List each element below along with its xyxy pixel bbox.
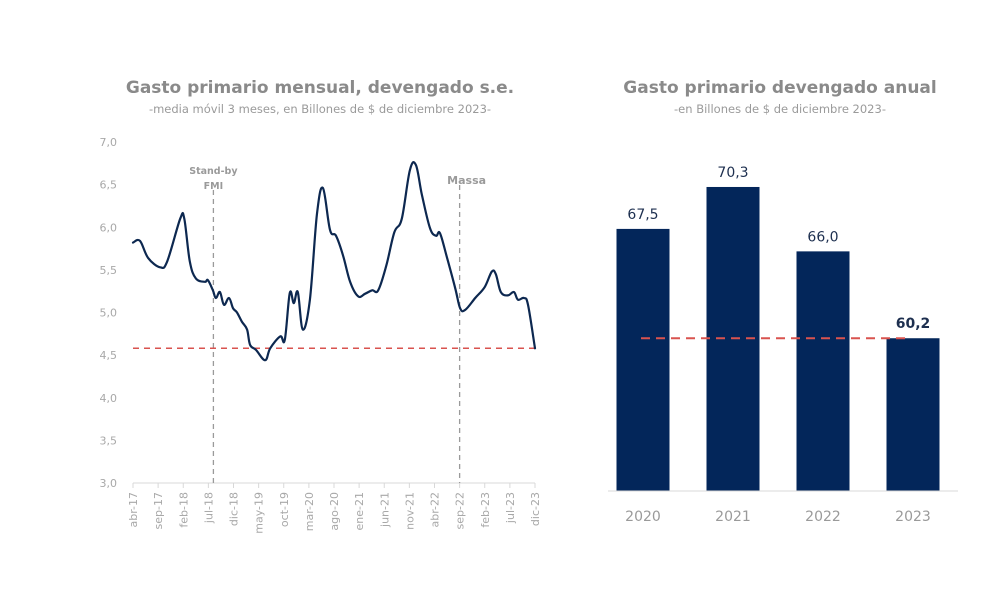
line-chart: 3,0 3,5 4,0 4,5 5,0 5,5 6,0 6,5 7,0 Stand-by FMI M…	[100, 136, 543, 534]
y-tick-label: 6,0	[100, 221, 118, 234]
y-tick-label: 6,5	[100, 179, 118, 192]
x-tick-label: 2022	[805, 509, 841, 525]
y-tick-label: 5,0	[100, 307, 118, 320]
x-tick-label: jun-21	[378, 492, 391, 528]
x-tick-label: dic-23	[529, 492, 542, 526]
x-tick-label: nov-21	[403, 492, 416, 530]
x-tick-label: sep-22	[454, 492, 467, 529]
x-tick-label: sep-17	[152, 492, 165, 529]
bar-chart-title: Gasto primario devengado anual	[623, 78, 937, 98]
y-tick-label: 7,0	[100, 136, 118, 149]
x-tick-label: dic-18	[228, 492, 241, 526]
line-chart-subtitle: -media móvil 3 meses, en Billones de $ d…	[148, 102, 492, 116]
series-line	[131, 161, 537, 362]
x-tick-label: may-19	[253, 492, 266, 534]
bar-value-label: 60,2	[896, 316, 931, 332]
y-tick-label: 3,5	[100, 434, 118, 447]
y-tick-label: 5,5	[100, 264, 118, 277]
x-tick-label: mar-20	[303, 492, 316, 531]
annotation-label: Stand-by	[189, 166, 238, 177]
x-tick-label: ago-20	[328, 492, 341, 531]
x-tick-label: jul-23	[504, 492, 517, 524]
x-tick-label: 2020	[625, 509, 661, 525]
bar-value-label: 67,5	[627, 207, 658, 223]
x-tick-label: abr-17	[127, 492, 140, 528]
bar	[796, 251, 850, 491]
x-tick-label: jul-18	[202, 492, 215, 524]
bar-value-label: 70,3	[717, 165, 748, 181]
bar-chart-subtitle: -en Billones de $ de diciembre 2023-	[674, 102, 886, 116]
x-tick-label: oct-19	[278, 492, 291, 527]
x-tick-label: 2023	[895, 509, 931, 525]
line-chart-title: Gasto primario mensual, devengado s.e.	[125, 78, 515, 98]
annotation-label: FMI	[204, 181, 223, 192]
x-tick-label: abr-22	[429, 492, 442, 528]
y-tick-label: 4,0	[100, 392, 118, 405]
x-tick-label: 2021	[715, 509, 751, 525]
x-tick-label: ene-21	[353, 492, 366, 530]
x-tick-label: feb-23	[479, 492, 492, 528]
bar	[616, 228, 670, 491]
bar	[886, 338, 940, 491]
annotation-label: Massa	[447, 174, 486, 187]
y-tick-label: 4,5	[100, 349, 118, 362]
bar-chart: 67,5 2020 70,3 2021 66,0 2022 60,2 2023	[608, 165, 958, 525]
y-tick-label: 3,0	[100, 477, 118, 490]
x-tick-label: feb-18	[177, 492, 190, 528]
bar-value-label: 66,0	[807, 229, 838, 245]
